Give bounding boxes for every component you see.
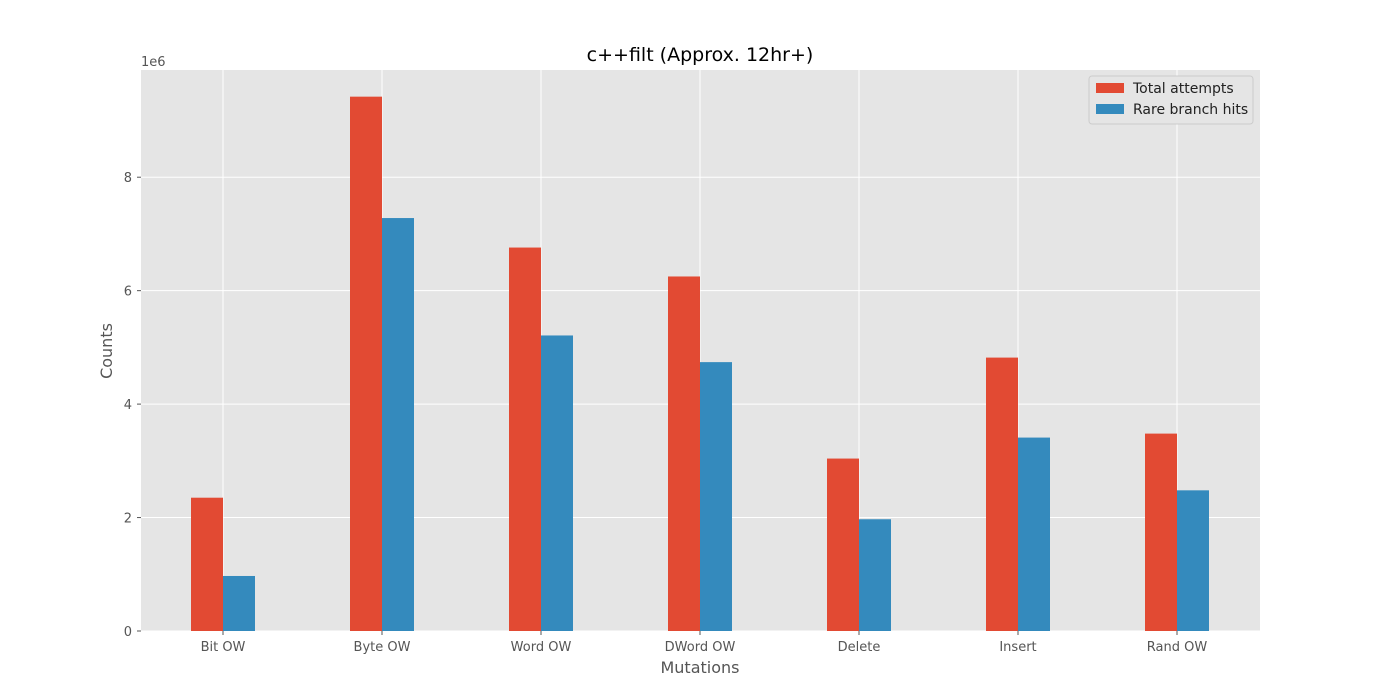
x-tick-label: Bit OW [201,640,246,655]
y-tick-label: 0 [124,625,132,640]
legend-box [1088,75,1254,125]
legend-swatch-total-attempts [1096,83,1124,93]
bar-total-attempts [509,247,541,631]
x-tick-label: Rand OW [1147,640,1208,655]
x-axis-ticks: Bit OW Byte OW Word OW DWord OW Delete Insert… [201,631,1208,655]
x-tick-label: DWord OW [665,640,736,655]
legend-label-rare-branch-hits: Rare branch hits [1133,102,1248,118]
x-axis-label: Mutations [660,658,739,677]
bar-rare-branch-hits [382,218,414,631]
y-axis-ticks: 0 2 4 6 8 [124,171,141,640]
bar-rare-branch-hits [859,519,891,631]
bar-total-attempts [191,497,223,631]
bar-total-attempts [350,96,382,631]
y-axis-label: Counts [97,323,116,379]
x-tick-label: Byte OW [354,640,411,655]
bar-total-attempts [668,276,700,631]
legend-label-total-attempts: Total attempts [1132,81,1234,97]
bar-rare-branch-hits [700,362,732,631]
bar-rare-branch-hits [1018,437,1050,631]
y-tick-label: 8 [124,171,132,186]
bar-total-attempts [986,357,1018,631]
x-tick-label: Insert [999,640,1036,655]
bar-total-attempts [827,458,859,631]
x-tick-label: Word OW [511,640,572,655]
legend-swatch-rare-branch-hits [1096,104,1124,114]
y-tick-label: 4 [124,398,132,413]
bar-rare-branch-hits [1177,490,1209,631]
legend: Total attempts Rare branch hits [1088,75,1254,125]
bar-rare-branch-hits [541,335,573,631]
y-axis-multiplier: 1e6 [141,55,166,70]
y-tick-label: 6 [124,285,132,300]
bars [191,96,1209,631]
chart-title: c++filt (Approx. 12hr+) [587,44,814,66]
x-tick-label: Delete [838,640,881,655]
bar-total-attempts [1145,433,1177,631]
y-tick-label: 2 [124,512,132,527]
bar-rare-branch-hits [223,575,255,631]
